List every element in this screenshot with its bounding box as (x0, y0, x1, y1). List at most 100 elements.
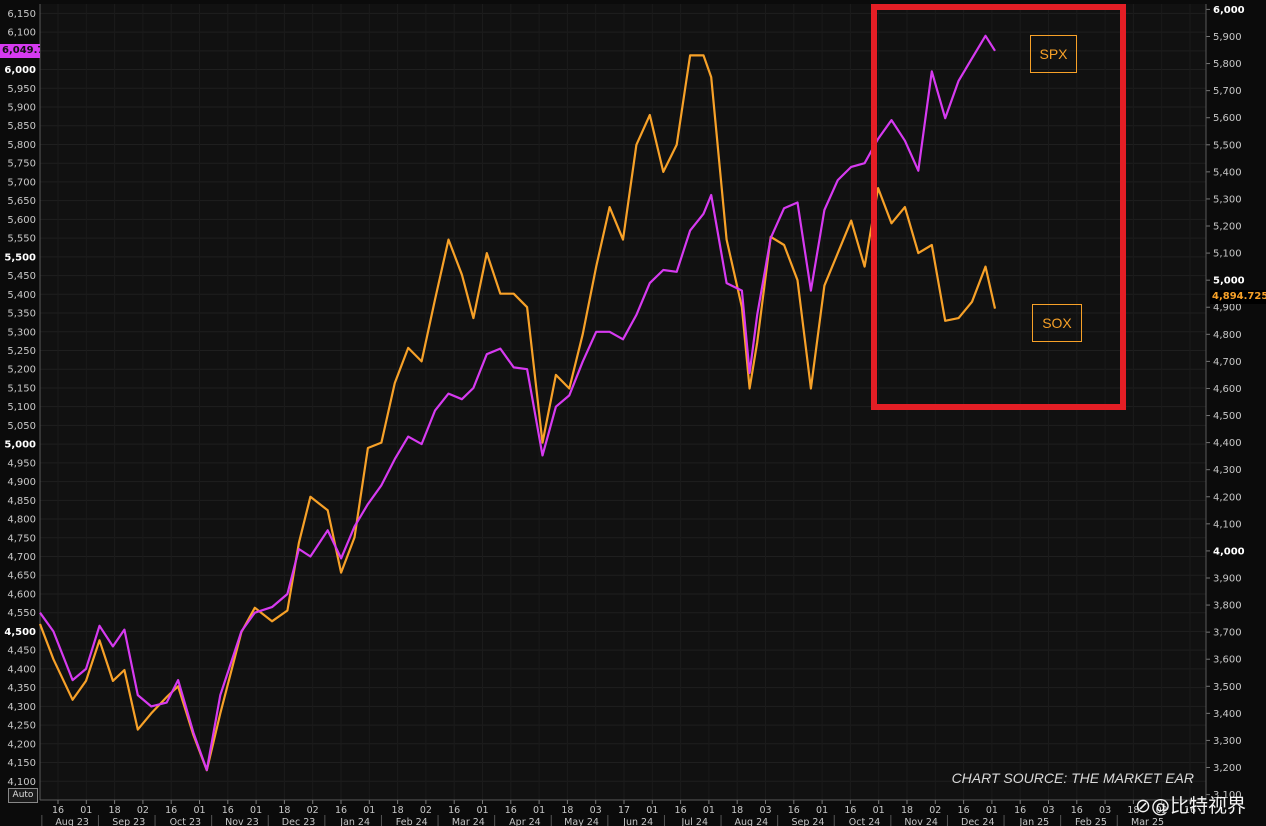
left-axis-tick-label: 4,550 (7, 608, 36, 619)
right-axis-tick-label: 4,600 (1213, 384, 1242, 395)
x-day-tick-label: 03 (590, 805, 602, 816)
grid-layer (40, 4, 1206, 800)
legend-spx: SPX (1030, 35, 1077, 73)
right-axis-tick-label: 4,300 (1213, 465, 1242, 476)
left-axis-tick-label: 5,050 (7, 421, 36, 432)
x-month-label: Sep 23 (112, 817, 145, 826)
left-axis-tick-label: 5,750 (7, 159, 36, 170)
left-axis-tick-label: 5,900 (7, 103, 36, 114)
x-day-tick-label: 02 (137, 805, 149, 816)
x-month-label: Mar 25 (1131, 817, 1164, 826)
right-axis-tick-label: 3,600 (1213, 655, 1242, 666)
left-axis-tick-label: 4,400 (7, 664, 36, 675)
x-day-tick-label: 01 (250, 805, 262, 816)
right-axis-tick-label: 5,000 (1213, 276, 1245, 287)
x-month-label: Oct 23 (170, 817, 202, 826)
x-day-tick-label: 18 (1127, 805, 1139, 816)
right-axis-tick-label: 5,500 (1213, 140, 1242, 151)
left-axis-tick-label: 5,450 (7, 271, 36, 282)
x-day-tick-label: 02 (929, 805, 941, 816)
x-day-tick-label: 18 (392, 805, 404, 816)
left-axis-tick-label: 6,150 (7, 9, 36, 20)
x-day-tick-label: 01 (646, 805, 658, 816)
x-day-tick-label: 17 (618, 805, 630, 816)
right-axis-tick-label: 4,100 (1213, 519, 1242, 530)
x-month-label: Sep 24 (791, 817, 824, 826)
right-axis-tick-label: 5,600 (1213, 113, 1242, 124)
x-day-tick-label: 03 (1042, 805, 1054, 816)
x-day-tick-label: 01 (873, 805, 885, 816)
legend-sox: SOX (1032, 304, 1082, 342)
x-day-tick-label: 18 (731, 805, 743, 816)
x-month-label: Jan 25 (1018, 817, 1049, 826)
x-day-tick-label: 16 (1071, 805, 1083, 816)
right-axis-tick-label: 3,100 (1213, 790, 1242, 801)
x-month-label: Nov 24 (904, 817, 938, 826)
left-axis-tick-label: 4,900 (7, 477, 36, 488)
x-day-tick-label: 18 (901, 805, 913, 816)
x-day-tick-label: 01 (986, 805, 998, 816)
right-axis-tick-label: 5,800 (1213, 59, 1242, 70)
chart-source-note: CHART SOURCE: THE MARKET EAR (951, 770, 1194, 786)
right-axis-tick-label: 3,800 (1213, 601, 1242, 612)
x-month-label: Aug 24 (735, 817, 769, 826)
left-axis-tick-label: 4,950 (7, 458, 36, 469)
x-day-tick-label: 02 (420, 805, 432, 816)
left-axis-tick-label: 5,550 (7, 234, 36, 245)
x-day-tick-label: 03 (1099, 805, 1111, 816)
left-axis-tick-label: 4,350 (7, 683, 36, 694)
left-axis-tick-label: 4,700 (7, 552, 36, 563)
x-month-label: Feb 24 (396, 817, 428, 826)
left-axis-tick-label: 5,600 (7, 215, 36, 226)
right-axis-tick-label: 5,200 (1213, 222, 1242, 233)
x-day-tick-label: 01 (533, 805, 545, 816)
x-day-tick-label: 16 (52, 805, 64, 816)
left-axis-tick-label: 5,100 (7, 402, 36, 413)
left-axis-tick-label: 4,650 (7, 571, 36, 582)
right-axis-tick-label: 4,900 (1213, 303, 1242, 314)
x-day-tick-label: 16 (335, 805, 347, 816)
right-axis-tick-label: 4,800 (1213, 330, 1242, 341)
right-axis-tick-label: 3,700 (1213, 628, 1242, 639)
x-month-label: Oct 24 (849, 817, 881, 826)
x-month-label: Apr 24 (509, 817, 541, 826)
x-day-tick-label: 01 (363, 805, 375, 816)
watermark: ⊘@比特视界 (1135, 795, 1246, 817)
x-day-tick-label: 18 (561, 805, 573, 816)
x-month-label: Dec 23 (282, 817, 316, 826)
right-axis-tick-label: 3,200 (1213, 763, 1242, 774)
left-axis-tick-label: 4,850 (7, 496, 36, 507)
left-axis-tick-label: 4,150 (7, 758, 36, 769)
x-day-tick-label: 02 (1156, 805, 1168, 816)
left-axis-tick-label: 6,100 (7, 28, 36, 39)
left-axis-tick-label: 5,150 (7, 383, 36, 394)
x-day-tick-label: 16 (675, 805, 687, 816)
left-axis-tick-label: 4,300 (7, 702, 36, 713)
spx-last-value-tag: 6,049.75 (0, 44, 40, 58)
x-month-label: Jun 24 (622, 817, 653, 826)
right-axis-tick-label: 4,000 (1213, 546, 1245, 557)
right-axis-tick-label: 3,900 (1213, 573, 1242, 584)
left-axis-tick-label: 5,250 (7, 346, 36, 357)
right-axis-tick-label: 5,400 (1213, 167, 1242, 178)
left-axis-tick-label: 5,800 (7, 140, 36, 151)
left-axis-tick-label: 4,500 (4, 627, 36, 638)
axes-layer: 4,100 4,150 4,200 4,250 4,300 4,350 4,400 4,450… (4, 4, 1245, 826)
right-axis-tick-label: 3,400 (1213, 709, 1242, 720)
left-axis-tick-label: 4,750 (7, 533, 36, 544)
right-axis-tick-label: 6,000 (1213, 5, 1245, 16)
x-day-tick-label: 02 (307, 805, 319, 816)
right-axis-tick-label: 5,100 (1213, 249, 1242, 260)
x-month-label: Nov 23 (225, 817, 259, 826)
right-axis-tick-label: 5,700 (1213, 86, 1242, 97)
x-day-tick-label: 01 (703, 805, 715, 816)
x-month-label: Aug 23 (55, 817, 89, 826)
left-axis-tick-label: 4,250 (7, 721, 36, 732)
x-month-label: Dec 24 (961, 817, 995, 826)
left-axis-tick-label: 4,450 (7, 646, 36, 657)
left-axis-tick-label: 4,600 (7, 589, 36, 600)
auto-scale-button[interactable]: Auto (8, 788, 38, 803)
left-axis-tick-label: 5,650 (7, 196, 36, 207)
sox-last-value-tag: 4,894.725 (1210, 290, 1266, 304)
